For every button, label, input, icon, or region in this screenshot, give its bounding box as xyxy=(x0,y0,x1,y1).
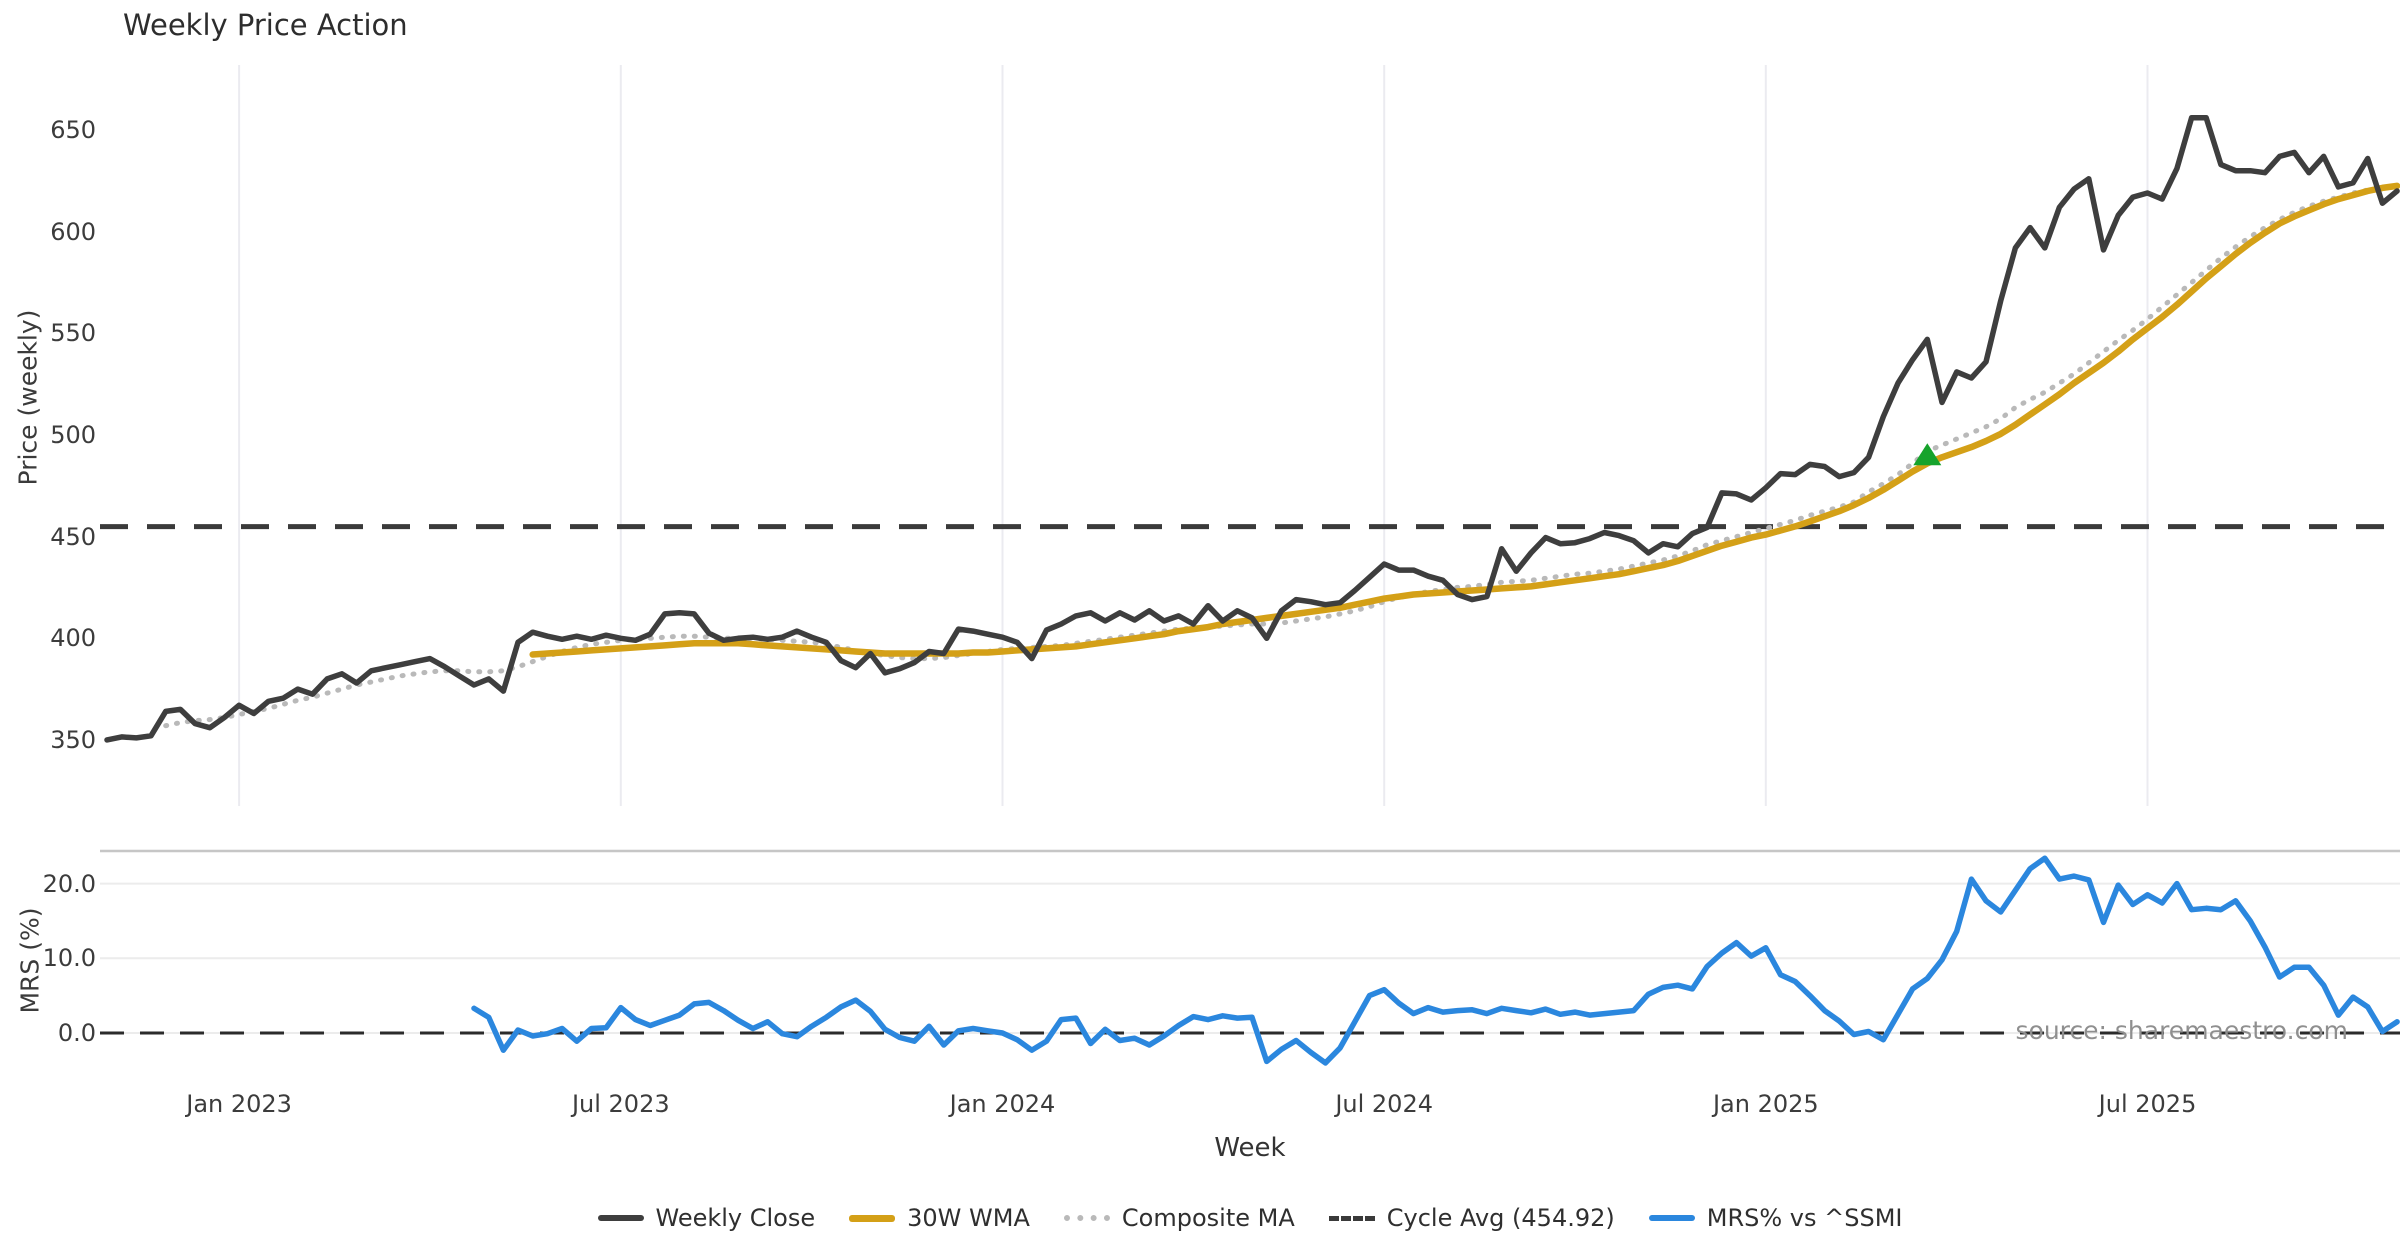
legend-item-mrs: MRS% vs ^SSMI xyxy=(1648,1204,1903,1232)
wma-swatch xyxy=(849,1214,896,1222)
mrs-ytick-0.0: 0.0 xyxy=(57,1019,96,1047)
legend-label: MRS% vs ^SSMI xyxy=(1706,1204,1903,1232)
source-watermark: source: sharemaestro.com xyxy=(2015,1016,2349,1045)
legend-item-composite-ma: Composite MA xyxy=(1063,1204,1295,1232)
mrs-swatch xyxy=(1648,1215,1695,1221)
price-ytick-500: 500 xyxy=(50,420,96,449)
mrs-line xyxy=(471,855,2400,1066)
legend-label: Weekly Close xyxy=(655,1204,816,1232)
mrs-ytick-10.0: 10.0 xyxy=(42,944,96,973)
legend-label: Cycle Avg (454.92) xyxy=(1386,1204,1615,1232)
xtick-jul-2024: Jul 2024 xyxy=(1335,1090,1433,1118)
signal-triangle-marker xyxy=(1913,443,1942,466)
legend-item-30w-wma: 30W WMA xyxy=(849,1204,1030,1232)
x-axis-title: Week xyxy=(1214,1133,1286,1163)
xtick-jan-2024: Jan 2024 xyxy=(949,1090,1056,1118)
xtick-jan-2025: Jan 2025 xyxy=(1712,1090,1819,1118)
xtick-jul-2025: Jul 2025 xyxy=(2098,1090,2197,1118)
chart-title: Weekly Price Action xyxy=(123,8,408,42)
composite-ma-swatch xyxy=(1063,1215,1110,1221)
wma-30w-line xyxy=(529,182,2400,658)
price-ytick-550: 550 xyxy=(50,319,96,348)
xtick-jul-2023: Jul 2023 xyxy=(571,1090,670,1118)
composite-ma-line xyxy=(163,182,2400,729)
price-ytick-450: 450 xyxy=(50,522,96,551)
legend: Weekly Close 30W WMA Composite MA Cycle … xyxy=(0,1204,2400,1232)
mrs-ytick-20.0: 20.0 xyxy=(42,869,96,898)
legend-label: 30W WMA xyxy=(907,1204,1030,1232)
xtick-jan-2023: Jan 2023 xyxy=(186,1090,292,1118)
price-ytick-400: 400 xyxy=(50,624,96,653)
cycle-avg-swatch xyxy=(1328,1215,1375,1221)
weekly-close-line xyxy=(104,115,2400,743)
price-ytick-350: 350 xyxy=(50,725,96,754)
price-ytick-650: 650 xyxy=(50,116,96,144)
weekly-close-swatch xyxy=(597,1215,644,1221)
legend-item-weekly-close: Weekly Close xyxy=(597,1204,816,1232)
legend-label: Composite MA xyxy=(1121,1204,1295,1232)
price-ytick-600: 600 xyxy=(50,217,96,246)
legend-item-cycle-avg: Cycle Avg (454.92) xyxy=(1328,1204,1615,1232)
